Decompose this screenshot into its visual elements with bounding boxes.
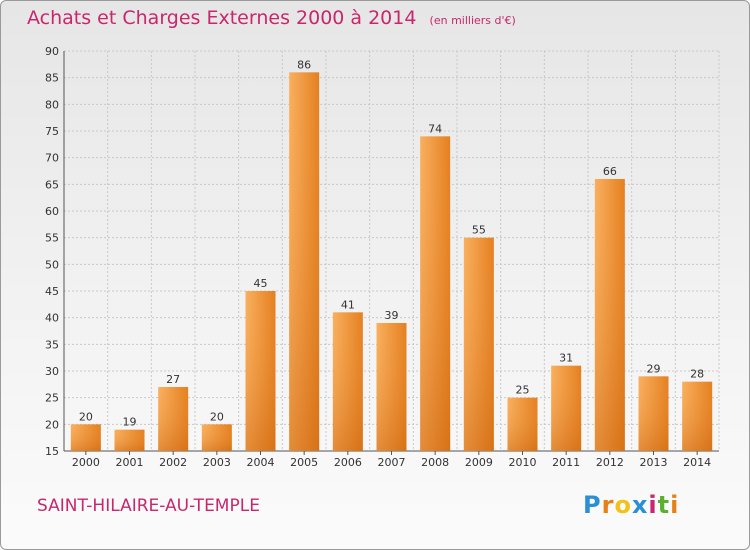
x-tick-label: 2003	[203, 456, 231, 469]
bar-shade-2000	[70, 424, 101, 451]
logo-letter: t	[657, 491, 671, 519]
bar-value-label: 29	[647, 362, 661, 375]
bar-shade-2011	[551, 365, 582, 451]
y-tick-label: 40	[45, 312, 59, 325]
y-tick-label: 55	[45, 232, 59, 245]
x-tick-label: 2013	[640, 456, 668, 469]
y-tick-label: 50	[45, 258, 59, 271]
title-block: Achats et Charges Externes 2000 à 2014 (…	[27, 7, 516, 29]
bar-shade-2007	[376, 323, 407, 451]
x-tick-label: 2011	[552, 456, 580, 469]
chart-subtitle: (en milliers d'€)	[429, 14, 516, 27]
bar-value-label: 55	[472, 224, 486, 237]
bar-shade-2005	[289, 72, 320, 451]
bar-value-label: 45	[254, 277, 268, 290]
bar-value-label: 66	[603, 165, 617, 178]
y-tick-label: 20	[45, 418, 59, 431]
location-label: SAINT-HILAIRE-AU-TEMPLE	[37, 496, 260, 516]
x-tick-label: 2004	[247, 456, 275, 469]
x-tick-label: 2006	[334, 456, 362, 469]
x-tick-label: 2005	[290, 456, 318, 469]
bar-shade-2006	[332, 312, 363, 451]
bar-shade-2008	[420, 136, 451, 452]
bar-shade-2003	[201, 424, 232, 451]
x-tick-label: 2012	[596, 456, 624, 469]
x-tick-label: 2002	[159, 456, 187, 469]
bar-value-label: 74	[428, 122, 442, 135]
bar-value-label: 39	[385, 309, 399, 322]
bar-value-label: 86	[297, 58, 311, 71]
y-tick-label: 30	[45, 365, 59, 378]
bar-shade-2010	[507, 397, 538, 451]
bar-value-label: 31	[559, 352, 573, 365]
bar-value-label: 28	[690, 368, 704, 381]
logo-letter: x	[631, 491, 649, 519]
labels: 15 20 25 30 35 40 45 50 55 60 65 70 75 80 85 90 20 2000 19…	[45, 45, 711, 469]
bar-shade-2001	[114, 429, 145, 451]
bars	[70, 72, 713, 452]
bar-value-label: 25	[516, 384, 530, 397]
y-tick-label: 15	[45, 445, 59, 458]
y-tick-label: 80	[45, 98, 59, 111]
x-tick-label: 2007	[378, 456, 406, 469]
bar-value-label: 41	[341, 298, 355, 311]
proxiti-logo[interactable]: Proxiti	[583, 491, 679, 519]
y-tick-label: 45	[45, 285, 59, 298]
bar-shade-2004	[245, 291, 276, 451]
x-tick-label: 2001	[116, 456, 144, 469]
bar-shade-2013	[638, 376, 669, 451]
y-tick-label: 65	[45, 178, 59, 191]
logo-letter: r	[601, 491, 615, 519]
x-tick-label: 2009	[465, 456, 493, 469]
bar-shade-2014	[682, 381, 713, 451]
x-tick-label: 2008	[421, 456, 449, 469]
y-tick-label: 70	[45, 152, 59, 165]
bar-shade-2002	[158, 387, 189, 451]
y-tick-label: 35	[45, 338, 59, 351]
bar-shade-2012	[594, 179, 625, 451]
bar-value-label: 20	[210, 410, 224, 423]
bar-value-label: 20	[79, 410, 93, 423]
bar-value-label: 27	[166, 373, 180, 386]
bar-value-label: 19	[123, 416, 137, 429]
y-tick-label: 85	[45, 72, 59, 85]
x-tick-label: 2010	[509, 456, 537, 469]
x-tick-label: 2014	[683, 456, 711, 469]
logo-letter: o	[614, 491, 632, 519]
logo-letter: i	[648, 491, 658, 519]
logo-letter: i	[670, 491, 680, 519]
x-tick-label: 2000	[72, 456, 100, 469]
bar-shade-2009	[463, 237, 494, 451]
logo-letter: P	[583, 491, 602, 519]
y-tick-label: 90	[45, 45, 59, 58]
y-tick-label: 75	[45, 125, 59, 138]
y-tick-label: 60	[45, 205, 59, 218]
chart-title: Achats et Charges Externes 2000 à 2014	[27, 7, 417, 29]
y-tick-label: 25	[45, 392, 59, 405]
